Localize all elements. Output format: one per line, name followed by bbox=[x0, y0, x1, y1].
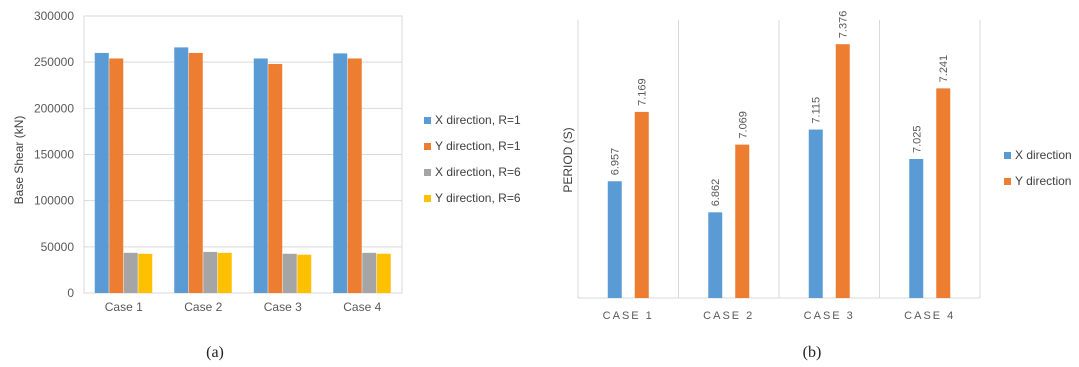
chart-a-bar bbox=[174, 47, 189, 293]
chart-b-bar bbox=[909, 159, 924, 298]
chart-b-data-label: 7.069 bbox=[737, 111, 749, 139]
chart-b-bar bbox=[936, 88, 951, 299]
chart-b-data-label: 6.957 bbox=[610, 148, 622, 176]
chart-b-legend-swatch bbox=[1004, 178, 1011, 185]
chart-a-legend-label: X direction, R=1 bbox=[435, 113, 521, 127]
chart-a-bar bbox=[217, 252, 232, 293]
chart-a-ytick-label: 100000 bbox=[34, 194, 74, 208]
chart-a-bar bbox=[347, 58, 362, 294]
chart-a-bar bbox=[376, 253, 391, 293]
chart-b-data-label: 6.862 bbox=[710, 179, 722, 207]
chart-a-ytick-label: 50000 bbox=[41, 240, 75, 254]
chart-b-period: 6.957 7.169 CASE 1 6.862 7.069 CASE 2 7.115 7.3… bbox=[577, 11, 981, 322]
chart-b-bar bbox=[634, 111, 649, 298]
chart-b-bar bbox=[835, 44, 850, 298]
chart-b-category-label: CASE 3 bbox=[804, 310, 855, 322]
chart-b-data-label: 7.169 bbox=[637, 78, 649, 106]
chart-a-bar bbox=[297, 254, 312, 293]
chart-a-legend: X direction, R=1 Y direction, R=1 X direct… bbox=[424, 113, 521, 205]
chart-a-bar bbox=[203, 251, 218, 293]
chart-b-data-label: 7.115 bbox=[811, 97, 823, 124]
chart-a-category-label: Case 1 bbox=[105, 300, 143, 314]
chart-a-ytick-label: 200000 bbox=[34, 101, 74, 115]
chart-a-ytick-label: 300000 bbox=[34, 9, 74, 23]
chart-a-category-label: Case 2 bbox=[184, 300, 222, 314]
chart-b-data-label: 7.376 bbox=[838, 11, 850, 39]
chart-b-bar bbox=[607, 181, 622, 298]
chart-b-legend-label: Y direction bbox=[1015, 174, 1071, 188]
chart-a-ytick-label: 0 bbox=[67, 286, 74, 300]
chart-a-category-label: Case 3 bbox=[264, 300, 302, 314]
chart-b-bar bbox=[708, 212, 723, 298]
chart-a-ytick-label: 150000 bbox=[34, 148, 74, 162]
chart-b-data-label: 7.025 bbox=[911, 125, 923, 153]
chart-a-bar bbox=[123, 252, 138, 293]
chart-a-bar bbox=[109, 58, 124, 294]
chart-a-bar bbox=[282, 253, 297, 293]
chart-a-ylabel: Base Shear (kN) bbox=[12, 116, 26, 205]
chart-a-bar bbox=[188, 52, 203, 293]
chart-a-ytick-label: 250000 bbox=[34, 55, 74, 69]
panel-label-a: (a) bbox=[206, 344, 224, 361]
chart-b-bar bbox=[735, 144, 750, 298]
panel-label-b: (b) bbox=[803, 344, 822, 361]
chart-a-bar bbox=[94, 52, 109, 293]
chart-b-data-label: 7.241 bbox=[938, 55, 950, 83]
chart-a-legend-label: X direction, R=6 bbox=[435, 165, 521, 179]
chart-a-legend-swatch bbox=[424, 117, 431, 124]
chart-a-base-shear: 0 50000 100000 150000 200000 250000 300000 Case… bbox=[34, 9, 403, 314]
chart-b-bar bbox=[808, 129, 823, 298]
chart-a-bar bbox=[253, 58, 268, 294]
chart-b-category-label: CASE 4 bbox=[904, 310, 955, 322]
chart-b-legend-swatch bbox=[1004, 152, 1011, 159]
chart-a-bar bbox=[333, 53, 348, 293]
chart-a-legend-swatch bbox=[424, 169, 431, 176]
chart-a-bar bbox=[268, 64, 283, 293]
chart-b-ylabel: PERIOD (S) bbox=[561, 127, 575, 192]
chart-a-legend-label: Y direction, R=1 bbox=[435, 139, 521, 153]
chart-a-bar bbox=[362, 252, 377, 293]
chart-a-legend-swatch bbox=[424, 143, 431, 150]
chart-b-category-label: CASE 2 bbox=[703, 310, 754, 322]
chart-b-legend: X direction Y direction bbox=[1004, 148, 1072, 188]
chart-a-category-label: Case 4 bbox=[343, 300, 381, 314]
chart-a-legend-label: Y direction, R=6 bbox=[435, 191, 521, 205]
chart-a-bar bbox=[138, 253, 153, 293]
chart-b-legend-label: X direction bbox=[1015, 148, 1072, 162]
chart-b-category-label: CASE 1 bbox=[603, 310, 654, 322]
chart-a-legend-swatch bbox=[424, 195, 431, 202]
